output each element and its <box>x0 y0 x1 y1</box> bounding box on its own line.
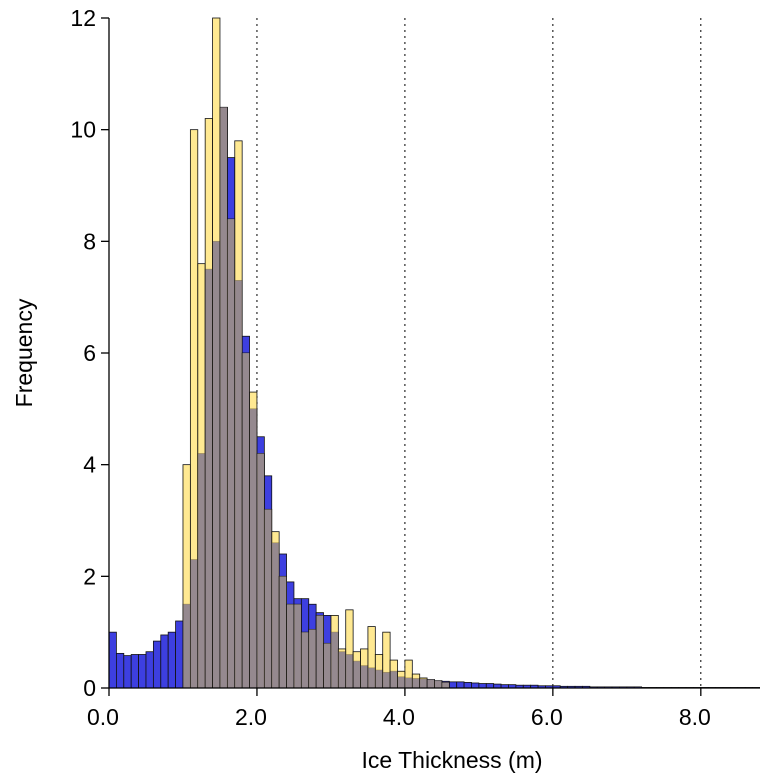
bar-series-1 <box>108 631 117 689</box>
bar-overlap <box>405 677 412 688</box>
bar-overlap <box>272 542 279 688</box>
gridlines <box>256 18 702 688</box>
ticks: 0 2 4 6 8 10 12 0.0 2.0 4.0 6.0 8.0 <box>70 5 710 730</box>
bar-overlap <box>323 643 331 688</box>
x-axis-label: Ice Thickness (m) <box>361 747 542 773</box>
bar-overlap <box>242 353 250 688</box>
y-tick-label: 8 <box>83 228 96 254</box>
bar-overlap <box>257 453 264 688</box>
bar-overlap <box>205 269 213 688</box>
bar-overlap <box>427 679 435 688</box>
bar-overlap <box>375 670 383 688</box>
bar-overlap <box>190 559 198 688</box>
bar-overlap <box>235 280 242 688</box>
y-tick-label: 6 <box>83 340 96 366</box>
bar-series-1 <box>130 654 139 689</box>
bar-overlap <box>338 651 346 688</box>
bar-series-1 <box>485 683 495 689</box>
bar-series-1 <box>167 631 176 689</box>
bar-overlap <box>331 632 338 688</box>
y-tick-label: 0 <box>83 675 96 701</box>
bar-overlap <box>264 509 272 688</box>
bar-overlap <box>390 671 398 688</box>
bar-overlap <box>316 615 324 688</box>
bar-overlap <box>249 408 257 688</box>
bar-overlap <box>397 676 405 688</box>
bar-series-1 <box>456 681 465 689</box>
y-tick-label: 10 <box>70 117 96 143</box>
bar-overlap <box>442 682 449 688</box>
histogram-bars <box>108 17 760 689</box>
bar-overlap <box>212 241 220 689</box>
bar-overlap <box>368 667 375 688</box>
x-tick-label: 2.0 <box>235 704 267 730</box>
bar-overlap <box>198 453 205 688</box>
x-tick-label: 8.0 <box>679 704 711 730</box>
bar-overlap <box>353 661 361 688</box>
x-tick-label: 0.0 <box>87 704 119 730</box>
bar-series-1 <box>463 682 472 689</box>
y-tick-label: 2 <box>83 563 96 589</box>
bar-series-1 <box>145 651 154 689</box>
bar-series-1 <box>160 634 169 689</box>
bar-series-1 <box>123 655 132 689</box>
bar-series-1 <box>115 652 125 689</box>
bar-series-1 <box>138 654 147 689</box>
bar-series-1 <box>448 681 458 689</box>
bar-overlap <box>286 604 294 688</box>
bar-series-1 <box>175 620 184 689</box>
bar-overlap <box>301 632 309 688</box>
x-tick-label: 6.0 <box>531 704 563 730</box>
bar-overlap <box>227 219 235 688</box>
bar-overlap <box>420 679 427 688</box>
bar-overlap <box>434 680 442 688</box>
bar-overlap <box>360 665 368 688</box>
bar-overlap <box>412 678 420 688</box>
bar-series-1 <box>478 683 487 689</box>
y-tick-label: 12 <box>70 5 96 31</box>
x-tick-label: 4.0 <box>383 704 415 730</box>
bar-overlap <box>279 576 287 688</box>
bar-overlap <box>309 629 316 688</box>
bar-overlap <box>294 604 301 688</box>
bar-series-1 <box>471 682 480 689</box>
bar-overlap <box>183 604 190 688</box>
bar-overlap <box>383 672 390 688</box>
bar-overlap <box>220 107 227 689</box>
bar-series-1 <box>152 640 162 689</box>
bar-overlap <box>346 654 353 688</box>
y-tick-label: 4 <box>83 452 96 478</box>
y-axis-label: Frequency <box>11 298 37 407</box>
